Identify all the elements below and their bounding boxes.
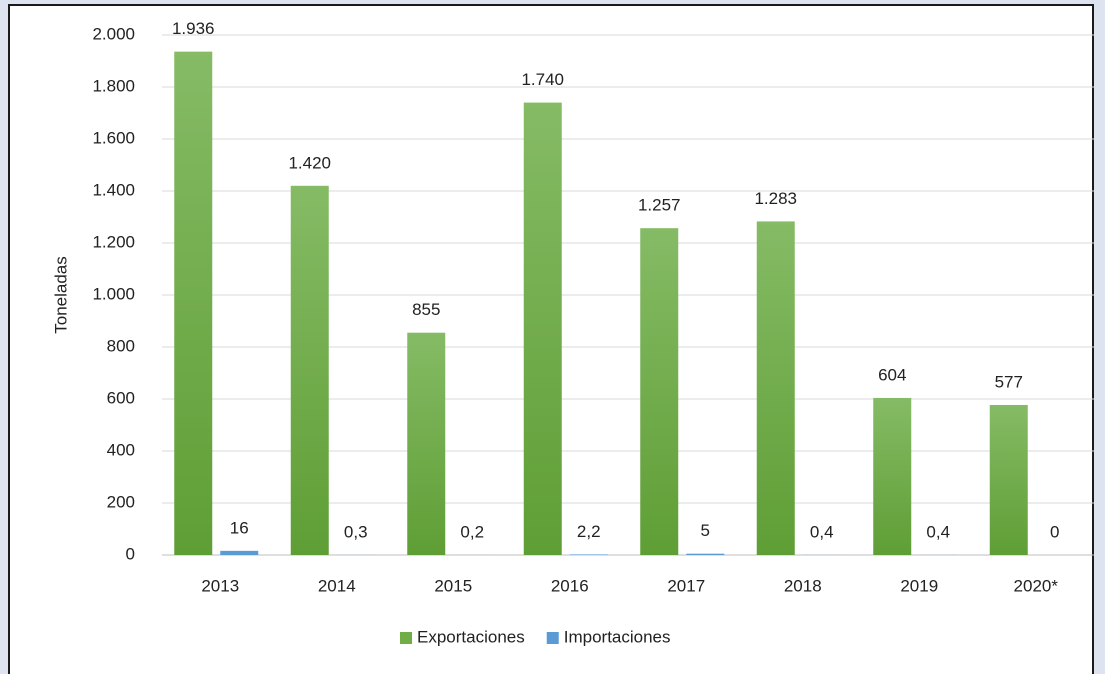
value-label: 1.420 [288,153,331,172]
bar [756,221,795,556]
bar [407,332,446,555]
value-label: 2,2 [577,522,601,541]
x-tick-label: 2020* [1014,576,1059,595]
y-tick-label: 1.000 [92,284,135,303]
y-tick-label: 1.400 [92,180,135,199]
y-tick-label: 800 [107,336,135,355]
y-tick-label: 1.600 [92,128,135,147]
legend-swatch [400,632,412,644]
value-label: 604 [878,365,906,384]
value-label: 0,2 [460,522,484,541]
x-tick-label: 2018 [784,576,822,595]
y-tick-label: 200 [107,492,135,511]
x-tick-label: 2013 [201,576,239,595]
bar [640,228,679,555]
legend-swatch [546,632,559,644]
bar [523,102,562,555]
value-label: 1.740 [521,70,564,89]
bar [290,185,329,556]
x-tick-label: 2016 [551,576,589,595]
x-tick-label: 2017 [667,576,705,595]
y-axis-label: Toneladas [51,256,70,334]
bar [569,554,608,555]
bar [873,397,912,555]
bar [220,550,259,555]
bar [686,553,725,555]
value-label: 5 [701,521,710,540]
x-tick-label: 2014 [318,576,356,595]
value-label: 855 [412,300,440,319]
value-label: 16 [230,518,249,537]
y-tick-label: 0 [126,544,135,563]
value-label: 1.283 [754,189,797,208]
bar [989,404,1028,555]
legend-label: Importaciones [564,627,671,646]
y-tick-label: 400 [107,440,135,459]
bar [174,51,213,555]
y-tick-label: 2.000 [92,24,135,43]
y-tick-label: 1.200 [92,232,135,251]
value-label: 1.936 [172,19,215,38]
value-label: 0,3 [344,522,368,541]
x-tick-label: 2015 [434,576,472,595]
value-label: 0,4 [926,522,950,541]
y-tick-label: 1.800 [92,76,135,95]
y-tick-label: 600 [107,388,135,407]
value-label: 0 [1050,522,1059,541]
value-label: 577 [995,372,1023,391]
value-label: 0,4 [810,522,834,541]
legend-label: Exportaciones [417,627,525,646]
value-label: 1.257 [638,196,681,215]
x-tick-label: 2019 [900,576,938,595]
